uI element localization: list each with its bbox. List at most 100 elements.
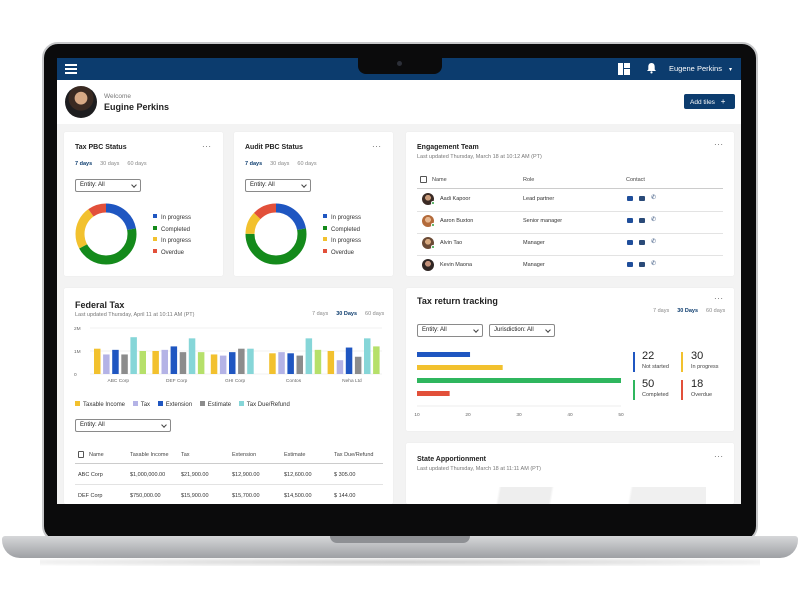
more-options-icon[interactable]: ··· [714, 452, 724, 461]
table-cell: DEF Corp [78, 493, 103, 499]
tab-30-days[interactable]: 30 days [100, 161, 120, 167]
column-header[interactable]: Estimate [284, 452, 306, 458]
bar[interactable] [197, 352, 205, 374]
card-title: State Apportionment [417, 456, 486, 463]
column-header[interactable]: Taxable Income [130, 452, 169, 458]
linkedin-icon[interactable] [627, 262, 633, 267]
bar[interactable] [229, 352, 236, 374]
bar[interactable] [94, 348, 101, 374]
bar[interactable] [269, 353, 276, 374]
phone-icon[interactable]: ✆ [651, 217, 657, 223]
table-cell: $12,900.00 [232, 472, 260, 478]
tab-7-days[interactable]: 7 days [245, 161, 263, 167]
column-header[interactable]: Extension [232, 452, 257, 458]
bar[interactable] [417, 352, 471, 357]
tiles-grid-icon[interactable] [618, 63, 630, 75]
bar[interactable] [238, 348, 245, 374]
bar[interactable] [219, 355, 227, 374]
bar[interactable] [314, 349, 322, 374]
more-options-icon[interactable]: ··· [372, 142, 382, 151]
column-header[interactable]: Name [432, 177, 447, 183]
bar[interactable] [121, 354, 128, 374]
bar[interactable] [130, 337, 137, 374]
phone-icon[interactable]: ✆ [651, 261, 657, 267]
donut-slice[interactable] [245, 203, 307, 265]
bell-icon[interactable] [644, 62, 658, 76]
tab-7-days[interactable]: 7 days [75, 161, 93, 167]
donut-slice[interactable] [245, 203, 307, 265]
card-title: Tax PBC Status [75, 144, 127, 151]
more-options-icon[interactable]: ··· [714, 294, 724, 303]
bar[interactable] [287, 353, 294, 374]
bar[interactable] [179, 352, 187, 374]
bar[interactable] [210, 354, 218, 374]
legend-item: In progress [323, 214, 361, 226]
mail-icon[interactable] [639, 196, 645, 201]
chevron-down-icon [301, 182, 307, 188]
add-tiles-button[interactable]: Add tiles + [684, 94, 735, 109]
chevron-down-icon [131, 182, 137, 188]
linkedin-icon[interactable] [627, 240, 633, 245]
bar[interactable] [170, 346, 178, 374]
more-options-icon[interactable]: ··· [714, 140, 724, 149]
mail-icon[interactable] [639, 240, 645, 245]
bar[interactable] [305, 338, 313, 374]
linkedin-icon[interactable] [627, 196, 633, 201]
user-name: Eugene Perkins [669, 64, 722, 73]
bar[interactable] [336, 360, 344, 374]
bar[interactable] [345, 347, 353, 374]
avatar[interactable] [65, 86, 97, 118]
table-cell: ABC Corp [78, 472, 103, 478]
bar[interactable] [188, 338, 196, 374]
status-legend: In progress Completed In progress Overdu… [323, 214, 361, 260]
bar[interactable] [417, 391, 450, 396]
menu-icon[interactable] [65, 64, 77, 74]
tab-60-days[interactable]: 60 days [297, 161, 317, 167]
entity-select[interactable]: Entity: All [75, 419, 171, 432]
donut-slice[interactable] [75, 203, 137, 265]
column-header[interactable]: Contact [626, 177, 645, 183]
bar[interactable] [139, 351, 147, 374]
column-header[interactable]: Name [89, 452, 104, 458]
phone-icon[interactable]: ✆ [651, 195, 657, 201]
bar[interactable] [103, 354, 110, 374]
bar[interactable] [278, 352, 285, 374]
donut-slice[interactable] [75, 203, 137, 265]
tab-60-days[interactable]: 60 days [706, 308, 726, 314]
tab-30-days[interactable]: 30 days [270, 161, 290, 167]
bar[interactable] [152, 351, 159, 374]
bar[interactable] [112, 349, 119, 374]
entity-select[interactable]: Entity: All [417, 324, 483, 337]
linkedin-icon[interactable] [627, 218, 633, 223]
bar[interactable] [417, 365, 503, 370]
phone-icon[interactable]: ✆ [651, 239, 657, 245]
bar[interactable] [417, 378, 621, 383]
bar[interactable] [161, 349, 169, 374]
more-options-icon[interactable]: ··· [202, 142, 212, 151]
donut-slice[interactable] [75, 203, 137, 265]
entity-select[interactable]: Entity: All [245, 179, 311, 192]
tab-30-days[interactable]: 30 Days [336, 311, 358, 317]
bar[interactable] [373, 346, 380, 374]
bar[interactable] [247, 348, 254, 374]
jurisdiction-select[interactable]: Jurisdiction: All [489, 324, 555, 337]
bar[interactable] [354, 356, 362, 374]
mail-icon[interactable] [639, 218, 645, 223]
tab-7-days[interactable]: 7 days [312, 311, 329, 317]
user-menu[interactable]: Eugene Perkins ▾ [669, 64, 732, 73]
bar[interactable] [364, 338, 371, 374]
tab-60-days[interactable]: 60 days [127, 161, 147, 167]
member-role: Lead partner [523, 196, 555, 202]
column-header[interactable]: Role [523, 177, 535, 183]
tab-7-days[interactable]: 7 days [653, 308, 670, 314]
mail-icon[interactable] [639, 262, 645, 267]
bar[interactable] [327, 351, 335, 374]
column-header[interactable]: Tax Due/Refund [334, 452, 374, 458]
welcome-strip: Welcome Eugine Perkins Add tiles + [57, 80, 741, 124]
stat-value: 30 [691, 350, 704, 362]
entity-select[interactable]: Entity: All [75, 179, 141, 192]
bar[interactable] [296, 355, 304, 374]
tab-30-days[interactable]: 30 Days [677, 308, 699, 314]
column-header[interactable]: Tax [181, 452, 190, 458]
tab-60-days[interactable]: 60 days [365, 311, 385, 317]
